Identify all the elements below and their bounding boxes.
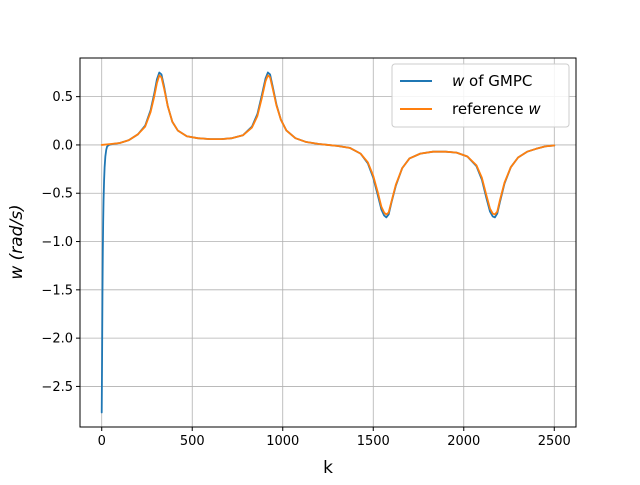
- legend-label-reference-symbol: w: [528, 100, 541, 118]
- y-tick-label: −0.5: [41, 187, 73, 202]
- legend-label-gmpc-symbol: w: [452, 72, 465, 90]
- y-tick-label: −2.5: [41, 380, 73, 395]
- x-tick-label: 1000: [266, 434, 299, 449]
- series-lines: [100, 71, 556, 414]
- legend-label-reference: reference w: [452, 100, 541, 118]
- series-line-reference: [100, 74, 556, 216]
- legend-label-reference-text: reference: [452, 100, 528, 118]
- legend: w of GMPC reference w: [391, 63, 570, 128]
- plot-frame: [79, 57, 577, 428]
- x-tick-label: 2500: [538, 434, 571, 449]
- y-tick-label: −1.0: [41, 235, 73, 250]
- y-tick-label: −1.5: [41, 283, 73, 298]
- y-axis-label-symbol: w: [7, 266, 27, 280]
- x-tick-label: 500: [180, 434, 205, 449]
- ticks: 0 500 1000 1500 2000 2500 0.5 0.0 −0.5 −1.0 −1.5 −2…: [41, 90, 570, 449]
- x-axis-label: k: [323, 458, 333, 478]
- x-tick-label: 1500: [357, 434, 390, 449]
- y-tick-label: −2.0: [41, 332, 73, 347]
- y-tick-label: 0.5: [52, 90, 73, 105]
- legend-box: [391, 63, 570, 128]
- y-axis-label: w (rad/s): [7, 204, 27, 279]
- x-tick-label: 2000: [447, 434, 480, 449]
- legend-label-gmpc: w of GMPC: [452, 72, 532, 90]
- x-tick-label: 0: [98, 434, 106, 449]
- y-axis-label-unit: (rad/s): [7, 204, 27, 260]
- legend-label-gmpc-text: of GMPC: [464, 72, 532, 90]
- y-tick-label: 0.0: [52, 138, 73, 153]
